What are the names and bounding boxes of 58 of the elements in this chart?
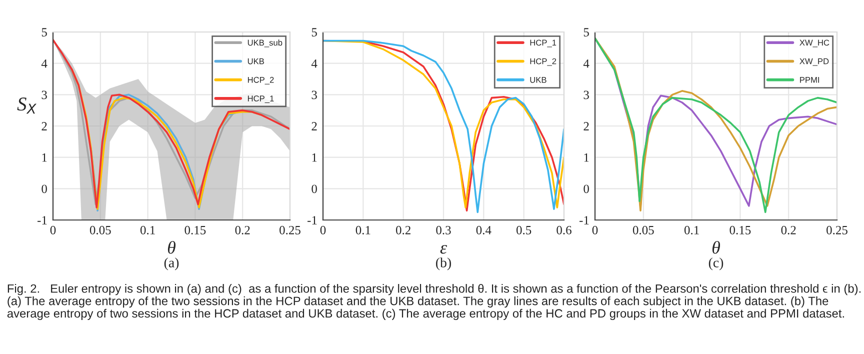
y-tick-label: 5 (584, 28, 589, 36)
legend-label: UKB (530, 77, 546, 83)
x-tick-label: 0.1 (140, 226, 155, 234)
x-tick-label: 0.05 (632, 226, 654, 234)
x-tick-label: 0.3 (436, 226, 451, 234)
y-tick-label: 5 (312, 28, 317, 36)
x-axis-title: θ (168, 240, 176, 254)
caption: Fig. 2. Euler entropy is shown in (a) and (c) as a function of the sparsity level threshold θ. It is shown as a function of the Pearson's correlation threshold ϵ in (b). (a) The average entropy of the two sessions in the HCP dataset and the UKB dataset. The gray lines are results of each subject in the UKB dataset. (b) The average entropy of two sessions in the HCP dataset and UKB dataset. (c) The average entropy of the HC and PD groups in the XW dataset and PPMI dataset. (7, 284, 861, 320)
x-tick-label: 0 (50, 226, 56, 234)
legend-label: HCP_1 (530, 40, 556, 48)
y-tick-label: 2 (584, 122, 589, 130)
x-tick-label: 0.05 (90, 226, 111, 234)
legend-label: XW_PD (800, 58, 829, 66)
y-tick-label: 5 (42, 28, 47, 36)
y-tick-label: 2 (312, 122, 317, 130)
x-tick-label: 0 (592, 226, 598, 234)
y-tick-label: 4 (583, 59, 590, 68)
y-tick-label: -1 (37, 216, 47, 224)
x-tick-label: 0.25 (280, 226, 300, 234)
legend-label: UKB (248, 58, 264, 64)
x-tick-label: 0.2 (235, 226, 250, 234)
y-tick-label: 3 (42, 90, 47, 100)
x-tick-label: 0.2 (781, 226, 796, 234)
y-tick-label: 0 (312, 184, 317, 194)
x-tick-label: 0.15 (730, 226, 751, 234)
y-tick-label: 3 (312, 90, 317, 100)
y-tick-label: 0 (42, 184, 47, 194)
legend-label: HCP_2 (248, 76, 274, 84)
x-tick-label: 0.1 (684, 226, 699, 234)
x-tick-label: 0.25 (826, 226, 848, 234)
x-tick-label: 0.1 (356, 226, 370, 234)
y-tick-label: 2 (42, 122, 47, 130)
y-tick-label: 4 (41, 59, 48, 68)
text: (a) (164, 258, 179, 270)
legend-label: XW_HC (800, 40, 830, 48)
x-axis-title: ε (440, 245, 448, 254)
y-tick-label: 4 (311, 59, 318, 68)
y-tick-label: 1 (42, 153, 47, 162)
x-tick-label: 0.4 (476, 226, 492, 234)
legend-label: PPMI (800, 77, 820, 83)
legend-label: HCP_1 (248, 96, 274, 103)
x-axis-title: θ (712, 240, 720, 254)
y-tick-label: -1 (579, 216, 589, 224)
text: (c) (708, 258, 724, 270)
x-tick-label: 0.15 (184, 226, 206, 234)
y-tick-label: 1 (312, 153, 317, 162)
y-tick-label: -1 (307, 216, 317, 224)
x-tick-label: 0.5 (516, 226, 532, 234)
x-tick-label: 0 (320, 226, 326, 234)
legend-label: HCP_2 (530, 58, 556, 66)
text: (b) (436, 258, 451, 270)
y-tick-label: 3 (584, 90, 589, 100)
x-tick-label: 0.2 (396, 226, 410, 234)
y-tick-label: 0 (584, 184, 589, 194)
legend-label: UKB_sub (248, 40, 282, 48)
y-axis-title: S$_{X}$ (17, 98, 36, 114)
y-tick-label: 1 (584, 153, 589, 162)
x-tick-label: 0.6 (556, 226, 572, 234)
